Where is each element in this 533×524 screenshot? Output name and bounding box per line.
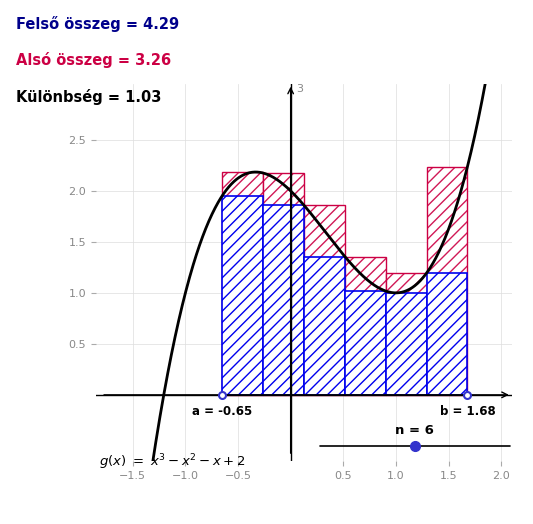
Bar — [386, 293, 426, 395]
Bar — [222, 172, 263, 395]
Text: a = -0.65: a = -0.65 — [192, 405, 252, 418]
Bar — [386, 273, 426, 395]
Bar — [426, 273, 467, 395]
Bar — [345, 291, 386, 395]
Bar — [304, 257, 345, 395]
Bar — [263, 205, 304, 395]
Bar — [426, 167, 467, 395]
Bar — [426, 273, 467, 395]
Bar — [345, 257, 386, 395]
Bar — [386, 293, 426, 395]
Text: b = 1.68: b = 1.68 — [440, 405, 495, 418]
Bar — [222, 195, 263, 395]
Bar — [304, 257, 345, 395]
Bar — [386, 273, 426, 395]
Text: Alsó összeg = 3.26: Alsó összeg = 3.26 — [16, 52, 171, 69]
Bar — [263, 173, 304, 395]
Text: 3: 3 — [296, 84, 303, 94]
Bar — [222, 195, 263, 395]
Text: Felső összeg = 4.29: Felső összeg = 4.29 — [16, 16, 179, 32]
Text: n = 6: n = 6 — [395, 423, 434, 436]
Bar — [426, 167, 467, 395]
Bar — [263, 205, 304, 395]
Bar — [263, 173, 304, 395]
Bar — [304, 205, 345, 395]
Bar — [345, 291, 386, 395]
Text: Különbség = 1.03: Különbség = 1.03 — [16, 89, 161, 105]
Text: $g(x)\ =\ x^3-x^2-x+2$: $g(x)\ =\ x^3-x^2-x+2$ — [99, 452, 246, 472]
Bar — [304, 205, 345, 395]
Bar — [345, 257, 386, 395]
Bar — [222, 172, 263, 395]
